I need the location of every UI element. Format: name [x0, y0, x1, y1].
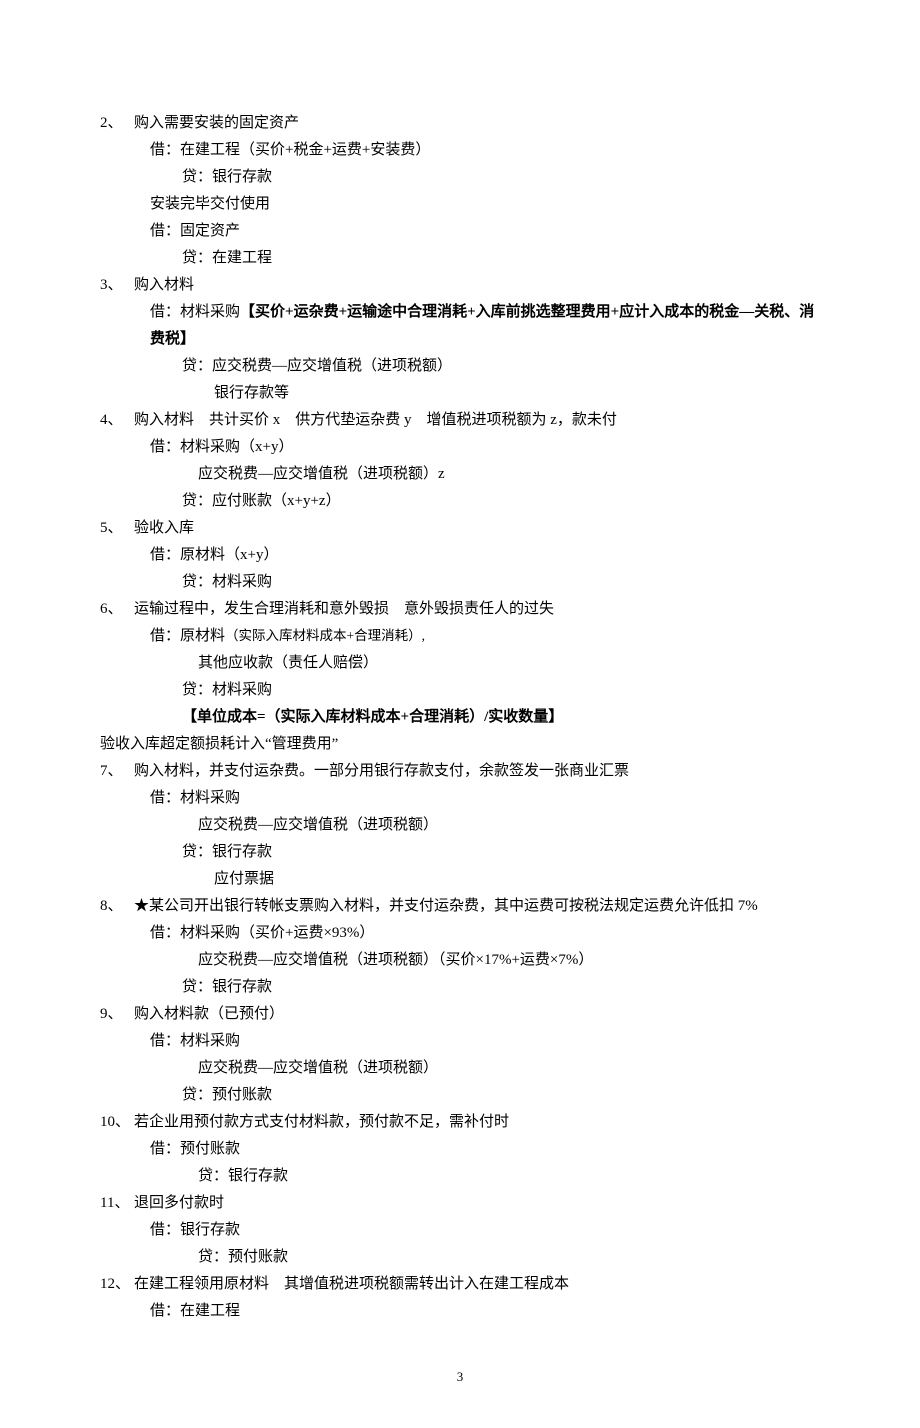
- text-line: 贷：预付账款: [134, 1082, 820, 1109]
- item-body: 购入材料，并支付运杂费。一部分用银行存款支付，余款签发一张商业汇票借：材料采购应…: [134, 758, 820, 893]
- text-line: 其他应收款（责任人赔偿）: [134, 650, 820, 677]
- text-line: 借：材料采购（x+y）: [134, 434, 820, 461]
- text-line: 运输过程中，发生合理消耗和意外毁损 意外毁损责任人的过失: [134, 596, 820, 623]
- text-line: 借：材料采购（买价+运费×93%）: [134, 920, 820, 947]
- item-number: 2、: [100, 110, 134, 137]
- item-number: 8、: [100, 893, 134, 920]
- item-number: 6、: [100, 596, 134, 623]
- item-body: 在建工程领用原材料 其增值税进项税额需转出计入在建工程成本借：在建工程: [134, 1271, 820, 1325]
- item-number: 11、: [100, 1190, 134, 1217]
- list-item: 8、★某公司开出银行转帐支票购入材料，并支付运杂费，其中运费可按税法规定运费允许…: [100, 893, 820, 1001]
- text-line: 贷：银行存款: [134, 164, 820, 191]
- list-item: 9、购入材料款（已预付）借：材料采购应交税费—应交增值税（进项税额）贷：预付账款: [100, 1001, 820, 1109]
- list-item: 10、若企业用预付款方式支付材料款，预付款不足，需补付时借：预付账款贷：银行存款: [100, 1109, 820, 1190]
- item-body: 运输过程中，发生合理消耗和意外毁损 意外毁损责任人的过失借：原材料（实际入库材料…: [134, 596, 820, 758]
- text-line: 贷：银行存款: [134, 974, 820, 1001]
- item-body: 若企业用预付款方式支付材料款，预付款不足，需补付时借：预付账款贷：银行存款: [134, 1109, 820, 1190]
- text-line: 贷：预付账款: [134, 1244, 820, 1271]
- text-line: 购入材料款（已预付）: [134, 1001, 820, 1028]
- text-line: 贷：银行存款: [134, 839, 820, 866]
- list-item: 5、验收入库借：原材料（x+y）贷：材料采购: [100, 515, 820, 596]
- list-item: 6、运输过程中，发生合理消耗和意外毁损 意外毁损责任人的过失借：原材料（实际入库…: [100, 596, 820, 758]
- text-line: 应付票据: [134, 866, 820, 893]
- text-line: 借：材料采购【买价+运杂费+运输途中合理消耗+入库前挑选整理费用+应计入成本的税…: [134, 299, 820, 353]
- text-line: 借：银行存款: [134, 1217, 820, 1244]
- item-body: 购入材料 共计买价 x 供方代垫运杂费 y 增值税进项税额为 z，款未付借：材料…: [134, 407, 820, 515]
- item-body: 购入需要安装的固定资产借：在建工程（买价+税金+运费+安装费）贷：银行存款安装完…: [134, 110, 820, 272]
- text-line: 贷：银行存款: [134, 1163, 820, 1190]
- text-segment: 借：材料采购: [150, 304, 240, 320]
- text-line: 【单位成本=（实际入库材料成本+合理消耗）/实收数量】: [134, 704, 820, 731]
- text-line: 购入材料，并支付运杂费。一部分用银行存款支付，余款签发一张商业汇票: [134, 758, 820, 785]
- item-body: 购入材料款（已预付）借：材料采购应交税费—应交增值税（进项税额）贷：预付账款: [134, 1001, 820, 1109]
- item-body: 退回多付款时借：银行存款贷：预付账款: [134, 1190, 820, 1271]
- text-line: 借：原材料（实际入库材料成本+合理消耗）,: [134, 623, 820, 650]
- text-line: 退回多付款时: [134, 1190, 820, 1217]
- item-number: 5、: [100, 515, 134, 542]
- item-number: 4、: [100, 407, 134, 434]
- text-line: 借：材料采购: [134, 785, 820, 812]
- list-item: 12、在建工程领用原材料 其增值税进项税额需转出计入在建工程成本借：在建工程: [100, 1271, 820, 1325]
- text-segment: 【买价+运杂费+运输途中合理消耗+入库前挑选整理费用+应计入成本的税金—关税、消…: [150, 304, 814, 347]
- text-line: 购入材料: [134, 272, 820, 299]
- text-line: 借：材料采购: [134, 1028, 820, 1055]
- text-line: 应交税费—应交增值税（进项税额）: [134, 1055, 820, 1082]
- text-line: 借：预付账款: [134, 1136, 820, 1163]
- text-line: 应交税费—应交增值税（进项税额）（买价×17%+运费×7%）: [134, 947, 820, 974]
- text-line: 应交税费—应交增值税（进项税额）z: [134, 461, 820, 488]
- list-item: 2、购入需要安装的固定资产借：在建工程（买价+税金+运费+安装费）贷：银行存款安…: [100, 110, 820, 272]
- text-line: 借：在建工程（买价+税金+运费+安装费）: [134, 137, 820, 164]
- text-line: ★某公司开出银行转帐支票购入材料，并支付运杂费，其中运费可按税法规定运费允许低扣…: [134, 893, 820, 920]
- text-line: 购入需要安装的固定资产: [134, 110, 820, 137]
- text-line: 借：固定资产: [134, 218, 820, 245]
- text-line: 银行存款等: [134, 380, 820, 407]
- text-line: 安装完毕交付使用: [134, 191, 820, 218]
- text-line: 贷：在建工程: [134, 245, 820, 272]
- text-line: 验收入库: [134, 515, 820, 542]
- item-number: 7、: [100, 758, 134, 785]
- page-number: 3: [100, 1365, 820, 1388]
- text-segment: （实际入库材料成本+合理消耗）,: [225, 628, 425, 643]
- text-line: 在建工程领用原材料 其增值税进项税额需转出计入在建工程成本: [134, 1271, 820, 1298]
- text-line: 借：在建工程: [134, 1298, 820, 1325]
- text-line: 若企业用预付款方式支付材料款，预付款不足，需补付时: [134, 1109, 820, 1136]
- list-item: 3、购入材料借：材料采购【买价+运杂费+运输途中合理消耗+入库前挑选整理费用+应…: [100, 272, 820, 407]
- item-number: 10、: [100, 1109, 134, 1136]
- content-list: 2、购入需要安装的固定资产借：在建工程（买价+税金+运费+安装费）贷：银行存款安…: [100, 110, 820, 1325]
- text-line: 贷：应交税费—应交增值税（进项税额）: [134, 353, 820, 380]
- text-line: 贷：材料采购: [134, 569, 820, 596]
- item-body: 购入材料借：材料采购【买价+运杂费+运输途中合理消耗+入库前挑选整理费用+应计入…: [134, 272, 820, 407]
- item-body: 验收入库借：原材料（x+y）贷：材料采购: [134, 515, 820, 596]
- list-item: 7、购入材料，并支付运杂费。一部分用银行存款支付，余款签发一张商业汇票借：材料采…: [100, 758, 820, 893]
- text-line: 购入材料 共计买价 x 供方代垫运杂费 y 增值税进项税额为 z，款未付: [134, 407, 820, 434]
- text-segment: 借：原材料: [150, 628, 225, 644]
- text-line: 贷：材料采购: [134, 677, 820, 704]
- text-line: 贷：应付账款（x+y+z）: [134, 488, 820, 515]
- item-number: 12、: [100, 1271, 134, 1298]
- list-item: 4、购入材料 共计买价 x 供方代垫运杂费 y 增值税进项税额为 z，款未付借：…: [100, 407, 820, 515]
- item-number: 9、: [100, 1001, 134, 1028]
- text-line: 应交税费—应交增值税（进项税额）: [134, 812, 820, 839]
- item-body: ★某公司开出银行转帐支票购入材料，并支付运杂费，其中运费可按税法规定运费允许低扣…: [134, 893, 820, 1001]
- text-line: 验收入库超定额损耗计入“管理费用”: [100, 731, 820, 758]
- list-item: 11、退回多付款时借：银行存款贷：预付账款: [100, 1190, 820, 1271]
- item-number: 3、: [100, 272, 134, 299]
- document-page: 2、购入需要安装的固定资产借：在建工程（买价+税金+运费+安装费）贷：银行存款安…: [0, 0, 920, 1428]
- text-line: 借：原材料（x+y）: [134, 542, 820, 569]
